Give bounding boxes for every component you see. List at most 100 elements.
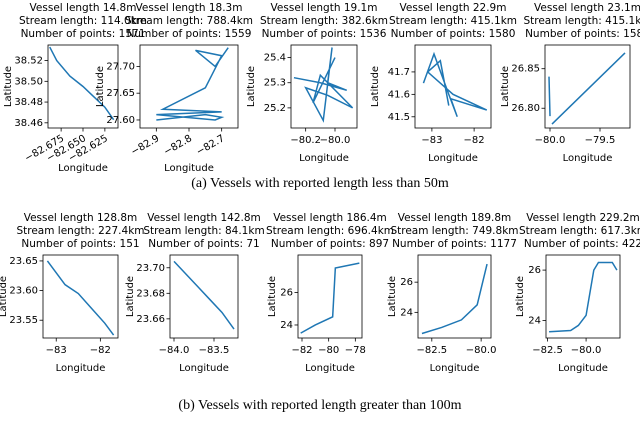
subplot-title: Stream length: 617.3km (519, 225, 640, 237)
y-tick-label: 27.65 (106, 88, 135, 99)
subplot-title: Vessel length 19.1m (271, 2, 378, 14)
y-axis-label: Latitude (95, 66, 106, 107)
axes-frame (545, 254, 621, 339)
axes-frame (290, 44, 358, 129)
y-tick-label: 38.48 (14, 97, 43, 108)
x-axis-label: Longitude (58, 163, 108, 174)
subplot-title: Vessel length 142.8m (147, 212, 261, 224)
x-tick-label: −80.0 (466, 345, 497, 356)
y-tick-label: 24 (528, 315, 541, 326)
x-tick-label: −82.7 (195, 133, 227, 158)
x-axis-label: Longitude (558, 363, 608, 374)
y-tick-label: 41.5 (388, 112, 410, 123)
axes-frame (544, 44, 631, 129)
caption: (b) Vessels with reported length greater… (178, 398, 461, 413)
subplot-title: Stream length: 788.4km (125, 15, 253, 27)
track-line (46, 260, 115, 336)
subplot-title: Stream length: 696.4km (266, 225, 394, 237)
x-axis-label: Longitude (56, 363, 106, 374)
y-axis-label: Latitude (0, 276, 9, 317)
subplot-title: Vessel length 186.4m (273, 212, 387, 224)
y-tick-label: 24 (400, 307, 413, 318)
subplot-title: Number of points: 1177 (392, 238, 517, 250)
y-axis-label: Latitude (515, 276, 526, 317)
subplot-title: Number of points: 1559 (127, 28, 252, 40)
x-tick-label: −78 (345, 345, 366, 356)
y-axis-label: Latitude (3, 66, 14, 107)
y-axis-label: Latitude (246, 66, 257, 107)
y-tick-label: 27.70 (106, 61, 135, 72)
y-axis-label: Latitude (387, 276, 398, 317)
x-tick-label: −80.0 (571, 345, 602, 356)
x-tick-label: −80 (318, 345, 339, 356)
y-tick-label: 23.60 (9, 286, 38, 297)
y-tick-label: 26 (528, 265, 541, 276)
subplot-title: Vessel length 128.8m (24, 212, 138, 224)
x-axis-label: Longitude (305, 363, 355, 374)
x-tick-label: −83 (421, 135, 442, 146)
y-axis-label: Latitude (125, 276, 136, 317)
subplot-title: Vessel length 189.8m (398, 212, 512, 224)
axes-frame (169, 254, 239, 339)
y-tick-label: 23.55 (9, 315, 38, 326)
axes-frame (414, 44, 492, 129)
x-tick-label: −82 (291, 345, 312, 356)
x-tick-label: −82 (90, 345, 111, 356)
subplot-title: Number of points: 151 (21, 238, 139, 250)
axes-frame (417, 254, 492, 339)
track-line (422, 51, 488, 118)
caption: (a) Vessels with reported length less th… (191, 176, 449, 191)
x-axis-label: Longitude (428, 153, 478, 164)
subplot-title: Stream length: 415.1km (523, 15, 640, 27)
subplot-title: Vessel length 229.2m (526, 212, 640, 224)
y-tick-label: 41.7 (388, 67, 410, 78)
subplot-title: Vessel length 14.8m (30, 2, 137, 14)
y-axis-label: Latitude (267, 276, 278, 317)
y-tick-label: 38.46 (14, 118, 43, 129)
x-tick-label: −82.5 (416, 345, 447, 356)
track-line (173, 260, 235, 330)
y-tick-label: 24 (280, 320, 293, 331)
axes-frame (297, 254, 363, 339)
subplot-title: Vessel length 23.1m (534, 2, 640, 14)
subplot-title: Stream length: 84.1km (143, 225, 264, 237)
x-axis-label: Longitude (563, 153, 613, 164)
y-tick-label: 27.60 (106, 115, 135, 126)
subplot-title: Number of points: 1536 (262, 28, 387, 40)
x-axis-label: Longitude (179, 363, 229, 374)
subplot-title: Number of points: 1580 (525, 28, 640, 40)
x-tick-label: −84.0 (159, 345, 190, 356)
subplot-title: Number of points: 1580 (391, 28, 516, 40)
y-tick-label: 25.4 (264, 53, 286, 64)
y-tick-label: 23.68 (136, 288, 165, 299)
subplot-title: Number of points: 422 (524, 238, 640, 250)
x-tick-label: −83.5 (199, 345, 230, 356)
y-tick-label: 23.70 (136, 263, 165, 274)
y-tick-label: 25.3 (264, 78, 286, 89)
subplot-title: Stream length: 382.6km (260, 15, 388, 27)
track-line (421, 263, 488, 335)
subplot-title: Stream length: 114.0km (19, 15, 147, 27)
subplot-title: Number of points: 1571 (21, 28, 146, 40)
y-tick-label: 23.66 (136, 314, 165, 325)
y-tick-label: 26.80 (511, 103, 540, 114)
subplot-title: Stream length: 415.1km (389, 15, 517, 27)
y-axis-label: Latitude (500, 66, 511, 107)
x-axis-label: Longitude (299, 153, 349, 164)
x-tick-label: −82.9 (129, 133, 161, 158)
subplot-title: Vessel length 18.3m (136, 2, 243, 14)
track-line (548, 52, 626, 125)
x-tick-label: −80.0 (535, 135, 566, 146)
x-tick-label: −80.2 (290, 135, 321, 146)
y-tick-label: 41.6 (388, 89, 410, 100)
track-line (549, 261, 618, 333)
x-axis-label: Longitude (164, 163, 214, 174)
y-tick-label: 26 (280, 287, 293, 298)
subplot-title: Vessel length 22.9m (400, 2, 507, 14)
x-tick-label: −82.5 (532, 345, 563, 356)
subplot-title: Stream length: 749.8km (390, 225, 518, 237)
y-tick-label: 26 (400, 277, 413, 288)
x-tick-label: −82.8 (162, 133, 194, 158)
x-tick-label: −79.5 (585, 135, 616, 146)
